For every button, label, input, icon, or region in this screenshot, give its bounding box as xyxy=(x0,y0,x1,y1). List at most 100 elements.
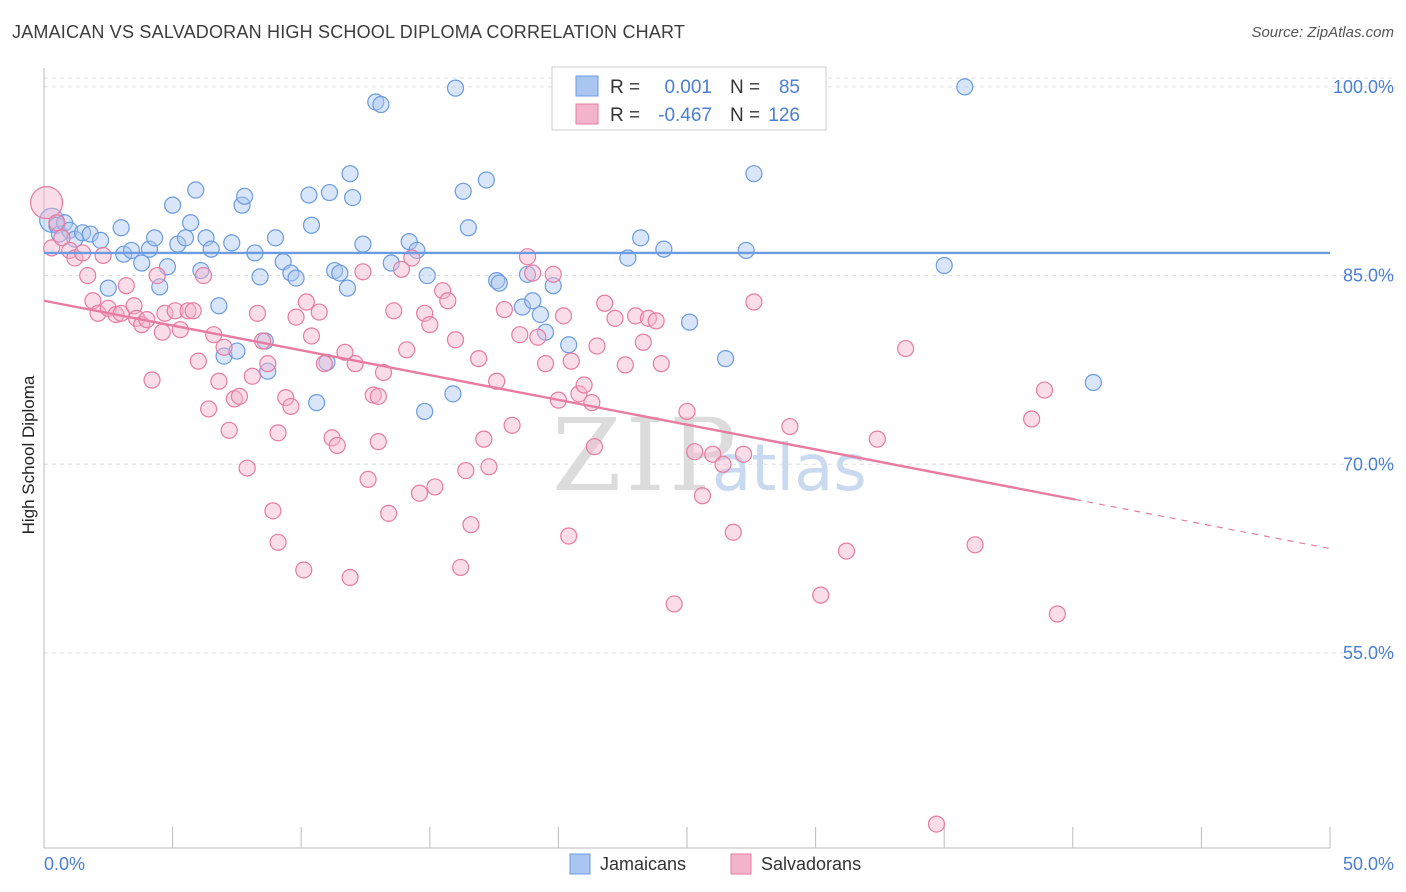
salvadoran-point xyxy=(686,443,704,461)
salvadoran-point xyxy=(143,371,161,389)
jamaican-point xyxy=(372,95,390,114)
salvadoran-point xyxy=(259,355,277,373)
jamaican-point xyxy=(632,229,650,247)
salvadoran-point xyxy=(220,421,238,439)
salvadoran-point xyxy=(457,461,475,480)
x-ticks xyxy=(43,827,1331,848)
salvadorans-points xyxy=(29,186,1066,833)
legend-swatch-salvadorans xyxy=(575,103,599,125)
jamaican-point xyxy=(308,394,326,412)
legend-swatch-jamaicans xyxy=(575,75,599,97)
salvadoran-point xyxy=(53,229,71,247)
salvadoran-point xyxy=(369,433,387,451)
salvadoran-point xyxy=(647,312,665,330)
salvadoran-point xyxy=(596,294,614,312)
y-tick-label-2: 70.0% xyxy=(1343,454,1394,474)
jamaican-point xyxy=(459,219,477,237)
x-tick-label-min: 0.0% xyxy=(44,854,85,874)
salvadoran-point xyxy=(475,430,493,448)
jamaican-point xyxy=(446,79,465,97)
salvadoran-point xyxy=(1035,381,1054,399)
jamaican-point xyxy=(287,269,305,287)
jamaican-point xyxy=(99,279,117,297)
trend-lines xyxy=(43,251,1331,550)
salvadoran-point xyxy=(264,502,282,520)
salvadoran-point xyxy=(84,292,102,310)
salvadoran-point xyxy=(446,331,465,349)
legend-n-label-0: N = xyxy=(730,77,760,98)
salvadoran-point xyxy=(184,302,202,320)
salvadoran-point xyxy=(585,438,604,456)
salvadoran-point xyxy=(287,308,305,326)
watermark: ZIP atlas xyxy=(552,397,867,514)
salvadoran-point xyxy=(328,436,346,455)
salvadoran-point xyxy=(48,214,66,232)
y-tick-labels: 100.0% 85.0% 70.0% 55.0% xyxy=(1333,77,1394,663)
jamaican-point xyxy=(176,229,195,247)
jamaican-point xyxy=(956,78,974,96)
salvadoran-point xyxy=(277,389,295,407)
chart-title: JAMAICAN VS SALVADORAN HIGH SCHOOL DIPLO… xyxy=(12,22,686,42)
salvadoran-point xyxy=(470,350,488,368)
salvadoran-point xyxy=(575,376,593,394)
salvadoran-point xyxy=(837,542,856,560)
jamaican-point xyxy=(341,165,359,183)
salvadoran-point xyxy=(524,264,542,282)
jamaican-point xyxy=(320,183,339,202)
legend-r-value-1: -0.467 xyxy=(658,105,712,126)
jamaican-point xyxy=(513,298,531,316)
legend-n-value-0: 85 xyxy=(779,77,800,98)
salvadoran-point xyxy=(554,307,573,325)
jamaican-point xyxy=(560,336,578,354)
salvadoran-point xyxy=(374,363,393,382)
jamaican-point xyxy=(680,313,699,331)
series-legend: Jamaicans Salvadorans xyxy=(569,853,861,875)
salvadoran-point xyxy=(117,277,135,295)
salvadoran-point xyxy=(665,595,683,613)
salvadoran-point xyxy=(94,246,112,265)
salvadoran-point xyxy=(529,328,547,346)
jamaican-point xyxy=(331,264,349,282)
watermark-atlas: atlas xyxy=(712,432,867,506)
salvadoran-point xyxy=(156,304,174,322)
jamaican-point xyxy=(745,165,763,183)
salvadoran-point xyxy=(354,263,372,281)
trend-extension-salvadorans xyxy=(1075,498,1331,550)
salvadoran-point xyxy=(781,417,799,436)
stats-legend: R = 0.001 N = 85 R = -0.467 N = 126 xyxy=(551,66,827,131)
jamaican-point xyxy=(145,229,164,247)
salvadoran-point xyxy=(434,282,452,300)
jamaican-point xyxy=(133,254,151,272)
salvadoran-point xyxy=(200,400,218,418)
bottom-legend-label-jamaicans: Jamaicans xyxy=(600,854,686,874)
salvadoran-point xyxy=(488,372,506,390)
salvadoran-point xyxy=(380,504,398,522)
salvadoran-point xyxy=(215,338,233,356)
salvadoran-point xyxy=(966,536,984,554)
jamaican-point xyxy=(302,216,321,234)
salvadoran-point xyxy=(421,316,439,334)
jamaican-point xyxy=(236,187,254,205)
jamaican-point xyxy=(228,342,246,360)
salvadoran-point xyxy=(704,445,722,463)
jamaican-point xyxy=(354,235,372,253)
jamaican-point xyxy=(164,196,182,214)
salvadoran-point xyxy=(693,487,712,505)
jamaican-point xyxy=(112,219,130,237)
salvadoran-point xyxy=(536,355,555,373)
jamaican-point xyxy=(182,214,200,232)
salvadoran-point xyxy=(282,397,300,416)
legend-r-value-0: 0.001 xyxy=(664,77,712,98)
salvadoran-point xyxy=(1023,410,1041,428)
salvadoran-point xyxy=(544,265,562,283)
legend-r-label-1: R = xyxy=(610,105,640,126)
salvadoran-point xyxy=(724,523,742,541)
jamaican-point xyxy=(223,234,241,252)
salvadoran-point xyxy=(210,372,228,390)
salvadoran-point xyxy=(570,385,588,403)
salvadoran-point xyxy=(315,355,333,373)
salvadoran-point xyxy=(302,327,321,345)
legend-n-value-1: 126 xyxy=(768,105,800,126)
salvadoran-point xyxy=(359,470,377,488)
